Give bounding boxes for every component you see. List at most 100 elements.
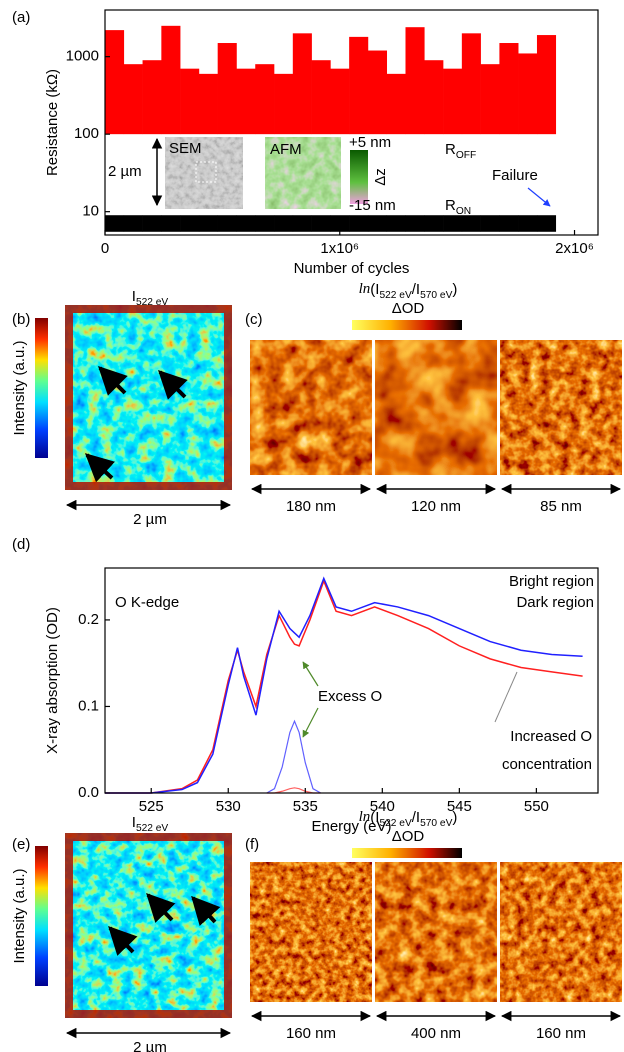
panel-label: (d) (12, 536, 30, 553)
od-map (500, 340, 622, 475)
plot-frame (104, 9, 599, 236)
range-bar (292, 33, 312, 135)
range-bar (236, 215, 256, 232)
x-tick-label: 1x10⁶ (320, 240, 359, 257)
range-bar (274, 73, 294, 135)
range-bar (236, 68, 256, 135)
range-bar (292, 215, 312, 232)
x-tick-label: 535 (293, 798, 318, 815)
map-title: I522 eV (132, 814, 169, 834)
scale-label: 160 nm (536, 1025, 586, 1042)
range-bar (198, 215, 218, 232)
range-bar (105, 30, 125, 135)
map-arrow (146, 892, 176, 923)
range-bar (217, 215, 237, 232)
map-title: I522 eV (132, 288, 169, 308)
map-arrow (98, 366, 128, 396)
x-tick-label: 0 (101, 240, 109, 257)
range-bar (180, 68, 200, 135)
y-tick-label: 100 (74, 125, 99, 142)
scale-label: 160 nm (286, 1025, 336, 1042)
range-bar (105, 215, 125, 232)
annotation: Failure (492, 167, 538, 184)
panel-label: (b) (12, 311, 30, 328)
text-part: ON (456, 206, 471, 217)
text-part: /I (412, 281, 420, 298)
od-map (500, 862, 622, 1002)
range-bar (461, 33, 481, 135)
text-part: ln (359, 809, 371, 825)
annotation: Excess O (318, 688, 382, 705)
text-part: 522 eV (136, 297, 168, 308)
panel-label: (c) (245, 311, 263, 328)
scale-label: 2 µm (133, 511, 167, 528)
panel-label: (a) (12, 9, 30, 26)
spectrum-line (105, 576, 583, 794)
text-part: ) (452, 809, 457, 826)
text-part: R (445, 197, 456, 214)
x-axis-label: Number of cycles (294, 260, 410, 277)
text-part: 522 eV (379, 290, 411, 301)
map-border (65, 833, 232, 1018)
range-bar (123, 215, 143, 232)
range-bar (274, 215, 294, 232)
range-bar (330, 68, 350, 135)
range-bar (217, 43, 237, 135)
text-part: 522 eV (379, 818, 411, 829)
text-part: 570 eV (420, 818, 452, 829)
x-tick-label: 525 (139, 798, 164, 815)
intensity-map (65, 305, 232, 490)
range-bar (536, 215, 557, 232)
x-tick-label: 540 (370, 798, 395, 815)
annotation: Increased O (510, 728, 592, 745)
annotation-arrow (302, 707, 319, 738)
text-part: /I (412, 809, 420, 826)
x-tick-label: 550 (524, 798, 549, 815)
scale-label: 120 nm (411, 498, 461, 515)
inset-scale: 2 µm (108, 163, 142, 180)
annotation-arrow (494, 671, 518, 723)
text-part: R (445, 141, 456, 158)
range-bar (443, 215, 463, 232)
text-part: OFF (456, 150, 476, 161)
range-bar (367, 50, 388, 135)
od-map (375, 862, 497, 1002)
y-tick-label: 0.2 (78, 611, 99, 628)
range-bar (142, 60, 162, 135)
panel-label: (f) (245, 836, 259, 853)
y-axis-label: Resistance (kΩ) (44, 69, 61, 176)
plot-frame (104, 567, 599, 794)
range-bar (142, 215, 162, 232)
range-bar (499, 43, 519, 135)
range-bar (180, 215, 200, 232)
y-tick-label: 1000 (66, 48, 99, 65)
range-bar (480, 215, 500, 232)
range-bar (386, 215, 406, 232)
range-bar (461, 215, 481, 232)
peak-curve (266, 719, 321, 794)
y-tick-label: 10 (82, 203, 99, 220)
z-bottom: -15 nm (349, 197, 396, 214)
panel-label: (e) (12, 836, 30, 853)
sem-roi (195, 161, 217, 183)
colorbar (35, 846, 48, 986)
z-colorbar (350, 150, 368, 204)
range-bar (367, 215, 388, 232)
afm-label: AFM (270, 141, 302, 158)
annotation: ROFF (445, 141, 476, 161)
range-bar (424, 60, 444, 135)
scale-label: 180 nm (286, 498, 336, 515)
failure-arrow (527, 187, 551, 207)
z-label: Δz (372, 168, 389, 186)
range-bar (255, 64, 275, 135)
colorbar (352, 320, 462, 330)
od-map (375, 340, 497, 475)
map-border (65, 305, 232, 490)
y-axis-label: X-ray absorption (OD) (44, 607, 61, 754)
colorbar-label: ΔOD (392, 300, 425, 317)
colorbar-label: Intensity (a.u.) (11, 868, 28, 963)
x-tick-label: 545 (447, 798, 472, 815)
afm-image (265, 137, 341, 209)
range-bar (536, 35, 557, 135)
